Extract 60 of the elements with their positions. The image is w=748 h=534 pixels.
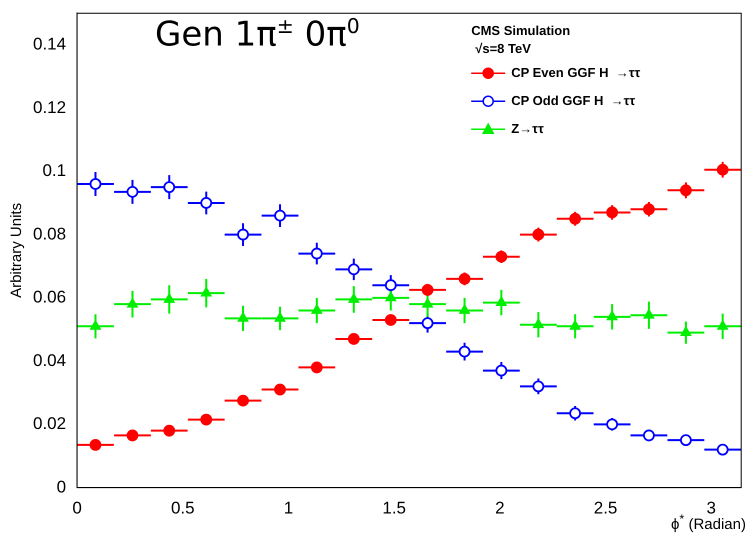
point (348, 263, 360, 276)
x-tick-label: 2.5 (594, 498, 618, 518)
y-tick-label: 0.1 (42, 161, 66, 180)
point (569, 407, 582, 420)
text: √s=8 TeV (475, 40, 532, 56)
legend-title: CMS Simulation (471, 22, 570, 38)
point (422, 298, 433, 308)
point (569, 212, 582, 225)
x-tick-label: 2 (495, 498, 505, 518)
y-tick-label: 0.04 (32, 350, 66, 370)
point (237, 394, 249, 407)
point (422, 284, 434, 296)
point (716, 164, 729, 176)
point (495, 250, 508, 263)
point (126, 186, 138, 198)
point (237, 228, 249, 240)
point (384, 279, 397, 292)
point (532, 228, 544, 240)
point (606, 418, 618, 430)
x-tick-label: 0 (72, 498, 82, 518)
point (348, 333, 360, 345)
point (680, 434, 692, 446)
y-axis-title: Arbitrary Units (8, 202, 26, 298)
y-tick-label: 0.12 (32, 98, 66, 117)
y-tick-label: 0 (56, 477, 66, 496)
point (606, 206, 618, 218)
point (384, 314, 397, 326)
point (126, 430, 138, 442)
point (200, 414, 212, 426)
legend-label: Z→ττ (511, 120, 544, 136)
point (458, 346, 470, 358)
point (422, 317, 434, 330)
legend-label: CP Odd GGF H →ττ (511, 92, 636, 108)
point (274, 384, 286, 396)
point (643, 430, 655, 442)
point (90, 178, 102, 190)
point (163, 424, 176, 437)
point (458, 272, 470, 285)
point (495, 364, 508, 376)
point (386, 292, 396, 302)
annotation: Gen 1π$^{±}$ 0π$^{0}$ (155, 14, 360, 54)
point (310, 248, 323, 260)
point (274, 210, 286, 222)
x-tick-label: 1.5 (382, 498, 406, 518)
point (163, 181, 176, 194)
y-tick-label: 0.08 (32, 224, 66, 244)
point (532, 380, 544, 392)
x-tick-label: 0.5 (170, 498, 195, 518)
point (310, 362, 323, 374)
point (200, 197, 212, 209)
y-tick-label: 0.06 (32, 288, 66, 307)
y-tick-label: 0.14 (32, 34, 66, 54)
point (716, 444, 729, 456)
legend-label: CP Even GGF H →ττ (511, 64, 641, 80)
point (90, 439, 102, 451)
point (680, 184, 692, 196)
y-tick-label: 0.02 (32, 414, 66, 434)
point (643, 203, 655, 216)
x-tick-label: 3 (706, 498, 716, 518)
x-tick-label: 1 (284, 498, 294, 518)
